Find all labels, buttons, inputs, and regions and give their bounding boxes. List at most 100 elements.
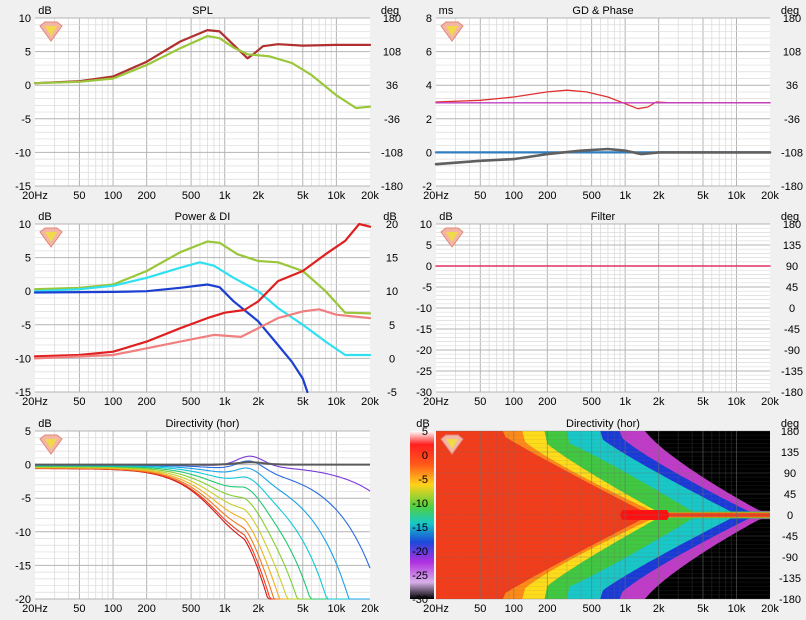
logo-center (446, 439, 458, 449)
y-tick-label: -20 (15, 594, 31, 606)
chart-title: Directivity (hor) (166, 418, 240, 430)
x-tick-label: 2k (653, 603, 665, 615)
y2-tick-label: 90 (784, 468, 796, 480)
series-group (434, 89, 772, 166)
y-tick-label: 2 (426, 114, 432, 126)
y2-tick-label: -180 (781, 387, 803, 399)
x-tick-label: 200 (538, 603, 556, 615)
y2-tick-label: 45 (784, 489, 796, 501)
x-tick-label: 2k (653, 396, 665, 408)
x-tick-label: 50 (474, 190, 486, 202)
x-tick-label: 500 (582, 396, 600, 408)
y2-tick-label: -135 (781, 366, 803, 378)
x-tick-label: 10k (728, 396, 746, 408)
plot-area (35, 224, 370, 392)
right-unit-label: dB (383, 211, 396, 223)
x-tick-label: 1k (219, 396, 231, 408)
y-tick-label: 10 (420, 219, 432, 231)
x-tick-label: 1k (619, 396, 631, 408)
y-tick-label: -10 (15, 353, 31, 365)
x-tick-label: 10k (328, 190, 346, 202)
x-tick-label: 20k (761, 396, 779, 408)
x-tick-label: 5k (697, 190, 709, 202)
x-tick-label: 100 (104, 396, 122, 408)
y2-tick-label: 180 (783, 219, 801, 231)
colorbar-tick-label: -20 (412, 546, 428, 558)
y-tick-label: 0 (25, 286, 31, 298)
y-tick-label: 0 (426, 147, 432, 159)
y-tick-label: -10 (416, 303, 432, 315)
logo-icon (440, 21, 464, 42)
y-tick-label: 10 (19, 219, 31, 231)
right-unit-label: deg (781, 418, 799, 430)
y-tick-label: -15 (15, 560, 31, 572)
series-line-1 (33, 29, 372, 85)
logo-center (45, 232, 57, 242)
series-line-4 (434, 147, 772, 166)
panel-gd: 20Hz 50 100 200 500 1k 2k 5k 10k 20k 8 6 4 2 0 -2 180 108… (422, 5, 803, 202)
plot-area (35, 431, 370, 599)
y-tick-label: 5 (426, 240, 432, 252)
x-tick-label: 100 (104, 190, 122, 202)
x-tick-label: 500 (582, 190, 600, 202)
x-tick-label: 5k (297, 190, 309, 202)
x-tick-label: 50 (474, 396, 486, 408)
x-tick-label: 10k (728, 603, 746, 615)
left-unit-label: dB (38, 418, 51, 430)
left-unit-label: dB (38, 211, 51, 223)
right-unit-label: deg (781, 5, 799, 17)
x-tick-label: 2k (253, 603, 265, 615)
x-tick-label: 20k (361, 603, 379, 615)
y2-tick-label: 135 (783, 240, 801, 252)
x-tick-label: 5k (697, 396, 709, 408)
x-tick-label: 20Hz (22, 396, 48, 408)
y2-tick-label: 0 (787, 510, 793, 522)
y2-tick-label: 135 (781, 447, 799, 459)
colorbar-tick-label: -25 (412, 570, 428, 582)
y2-tick-label: 20 (386, 219, 398, 231)
y2-tick-label: 15 (386, 253, 398, 265)
x-tick-label: 20k (761, 603, 779, 615)
y2-tick-label: 36 (786, 80, 798, 92)
y-tick-label: -10 (15, 527, 31, 539)
x-tick-label: 100 (104, 603, 122, 615)
colorbar-tick-label: -10 (412, 498, 428, 510)
colorbar-tick-label: -30 (412, 594, 428, 606)
y2-tick-label: -90 (782, 552, 798, 564)
left-unit-label: ms (439, 5, 454, 17)
x-tick-label: 5k (697, 603, 709, 615)
y2-tick-label: -45 (784, 324, 800, 336)
y2-tick-label: -180 (781, 181, 803, 193)
logo-icon (39, 434, 63, 455)
y2-tick-label: -108 (381, 147, 403, 159)
y2-tick-label: 180 (783, 13, 801, 25)
grid (436, 223, 770, 393)
logo-icon (39, 227, 63, 248)
logo-center (45, 439, 57, 449)
colorbar-tick-label: -5 (418, 474, 428, 486)
x-tick-label: 2k (253, 396, 265, 408)
logo-icon (440, 434, 464, 455)
grid (35, 17, 370, 187)
x-tick-label: 10k (328, 396, 346, 408)
logo-center (45, 26, 57, 36)
x-tick-label: 1k (619, 603, 631, 615)
x-tick-label: 5k (297, 396, 309, 408)
chart-title: Directivity (hor) (566, 418, 640, 430)
y-tick-label: -5 (21, 114, 31, 126)
y2-tick-label: 108 (383, 47, 401, 59)
y2-tick-label: 108 (783, 47, 801, 59)
plot-area (436, 18, 770, 186)
y2-tick-label: -180 (381, 181, 403, 193)
y2-tick-label: -36 (784, 114, 800, 126)
y-tick-label: -10 (15, 147, 31, 159)
plot-area (35, 18, 370, 186)
x-tick-label: 500 (182, 396, 200, 408)
x-tick-label: 10k (728, 190, 746, 202)
y2-tick-label: -90 (784, 345, 800, 357)
x-tick-label: 20k (361, 190, 379, 202)
y2-tick-label: 90 (786, 261, 798, 273)
y-tick-label: 8 (426, 13, 432, 25)
